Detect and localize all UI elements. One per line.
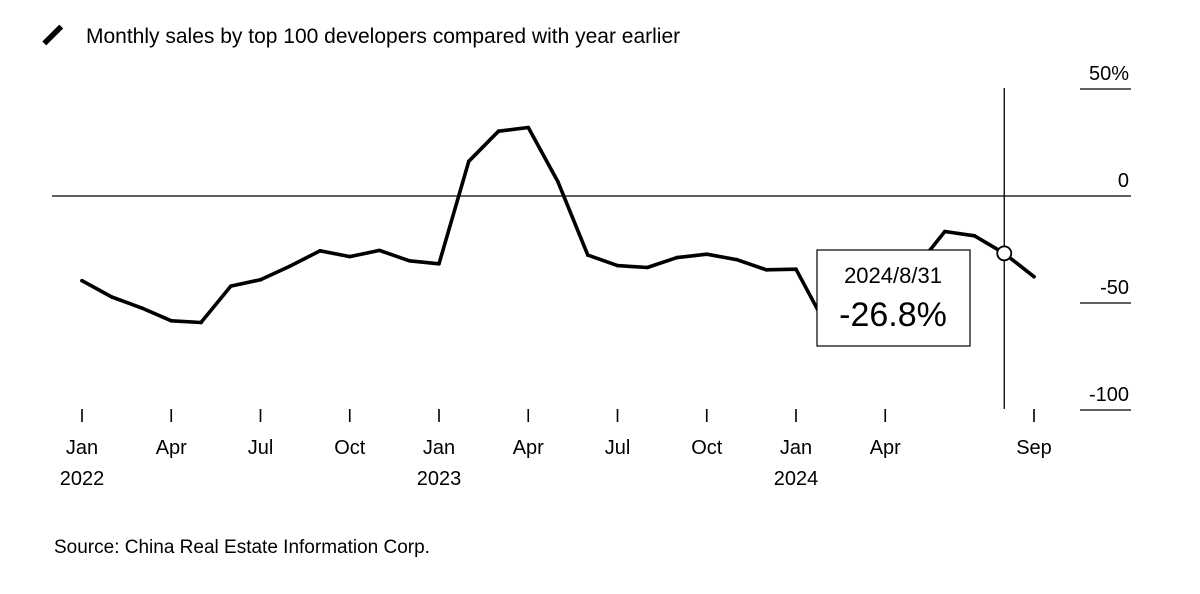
line-legend-icon — [42, 25, 63, 46]
data-point — [80, 279, 84, 283]
x-year-label: 2022 — [60, 468, 105, 490]
data-point — [348, 255, 352, 259]
data-point — [318, 249, 322, 253]
data-point — [229, 284, 233, 288]
data-point — [170, 319, 174, 323]
x-tick-label: Apr — [513, 437, 544, 459]
data-point — [735, 258, 739, 262]
data-point — [794, 267, 798, 271]
data-point — [140, 306, 144, 310]
data-point — [497, 129, 501, 133]
data-point — [467, 160, 471, 164]
x-tick-label: Jul — [248, 437, 274, 459]
x-tick-label: Jul — [605, 437, 631, 459]
data-point — [616, 264, 620, 268]
data-point — [408, 259, 412, 263]
source-note: Source: China Real Estate Information Co… — [54, 537, 430, 558]
x-year-label: 2023 — [417, 468, 462, 490]
tooltip-value: -26.8% — [839, 296, 947, 334]
x-tick-label: Oct — [334, 437, 366, 459]
x-axis: Jan 2022 Apr Jul Oct Jan 2023 Apr Jul Oct Jan 2024 A… — [60, 409, 1052, 490]
x-tick-label: Oct — [691, 437, 723, 459]
data-point — [973, 234, 977, 238]
x-year-label: 2024 — [774, 468, 819, 490]
data-point — [289, 264, 293, 268]
data-point — [527, 126, 531, 130]
tooltip-date: 2024/8/31 — [844, 263, 942, 288]
data-point — [646, 266, 650, 270]
data-point — [259, 278, 263, 282]
y-tick-label: 50% — [1089, 63, 1129, 85]
x-tick-label: Apr — [870, 437, 901, 459]
data-point — [586, 253, 590, 257]
data-point — [675, 256, 679, 260]
data-point — [705, 252, 709, 256]
x-tick-label: Sep — [1016, 437, 1052, 459]
value-tooltip: 2024/8/31 -26.8% — [817, 88, 1011, 409]
data-point — [765, 268, 769, 272]
y-tick-label: 0 — [1118, 170, 1129, 192]
data-point — [437, 262, 441, 266]
y-tick-label: -100 — [1089, 384, 1129, 406]
y-tick-label: -50 — [1100, 277, 1129, 299]
data-point — [1032, 275, 1036, 279]
data-point — [199, 321, 203, 325]
x-tick-label: Apr — [156, 437, 187, 459]
data-point — [556, 180, 560, 184]
highlight-marker — [997, 246, 1011, 260]
x-tick-label: Jan — [66, 437, 98, 459]
chart-subtitle: Monthly sales by top 100 developers comp… — [86, 25, 680, 48]
data-point — [378, 249, 382, 253]
data-point — [110, 295, 114, 299]
x-tick-label: Jan — [780, 437, 812, 459]
x-tick-label: Jan — [423, 437, 455, 459]
data-point — [943, 230, 947, 234]
line-chart: Monthly sales by top 100 developers comp… — [0, 0, 1200, 594]
